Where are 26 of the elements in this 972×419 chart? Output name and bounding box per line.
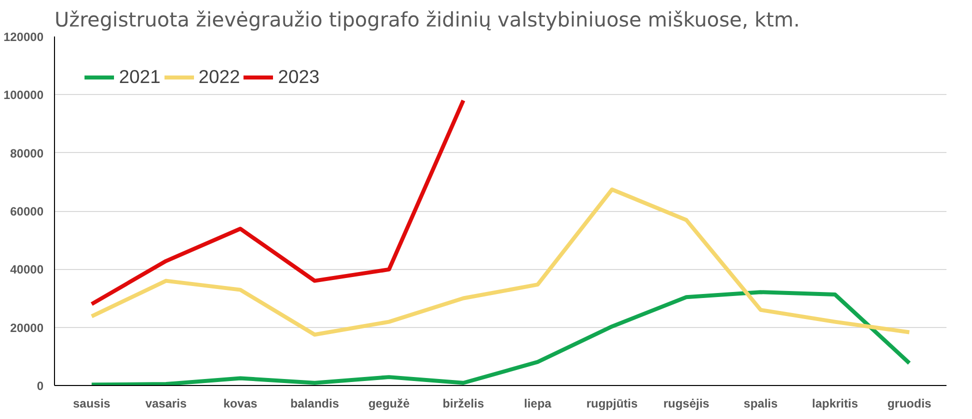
x-tick-label: kovas	[223, 396, 258, 410]
x-tick-label: rugsėjis	[663, 396, 710, 410]
x-tick-label: spalis	[744, 396, 778, 410]
x-tick-label: birželis	[442, 396, 484, 410]
y-tick-label: 120000	[3, 30, 44, 44]
x-tick-label: balandis	[290, 396, 340, 410]
x-tick-label: vasaris	[145, 396, 188, 410]
line-series	[90, 98, 466, 306]
legend-label: 2023	[278, 66, 320, 88]
y-tick-label: 40000	[10, 262, 44, 277]
x-tick-label: rugpjūtis	[586, 396, 638, 410]
y-tick-label: 100000	[3, 88, 44, 102]
line-series	[90, 290, 912, 386]
x-tick-label: lapkritis	[812, 396, 858, 410]
y-tick-label: 80000	[10, 146, 44, 160]
x-tick-label: gruodis	[887, 396, 932, 410]
y-tick-label: 60000	[10, 204, 44, 218]
x-tick-label: liepa	[524, 396, 552, 410]
y-tick-label: 20000	[10, 320, 44, 335]
legend-label: 2021	[119, 66, 161, 88]
x-tick-label: gegužė	[368, 396, 410, 410]
x-tick-label: sausis	[72, 396, 111, 410]
legend-label: 2022	[198, 66, 240, 88]
y-tick-label: 0	[36, 379, 44, 393]
line-series	[90, 187, 912, 337]
chart-title: Užregistruota žievėgraužio tipografo židinių valstybiniuose miškuose, ktm.	[54, 8, 800, 32]
